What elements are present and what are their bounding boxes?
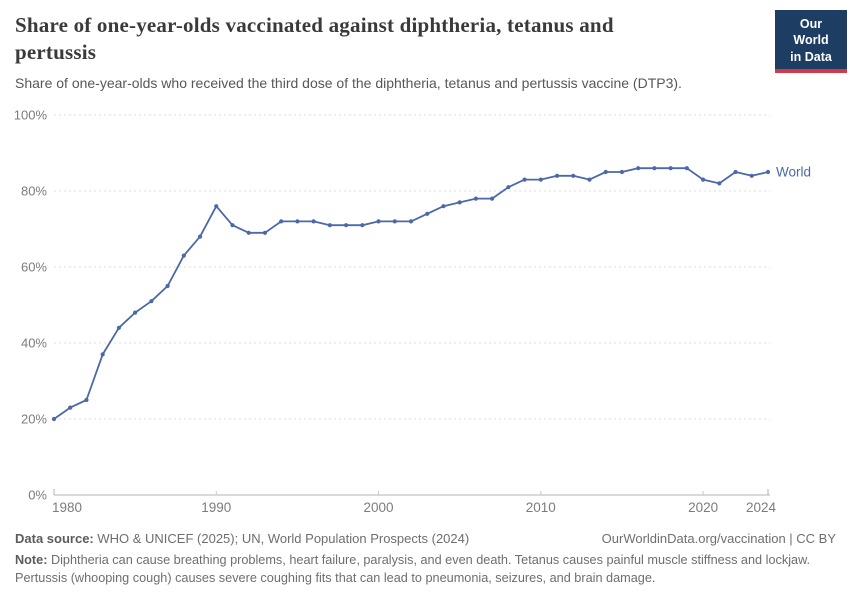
world-data-point	[749, 173, 754, 178]
world-data-point	[68, 405, 73, 410]
world-data-point	[116, 325, 122, 330]
x-axis-tick-label: 1980	[52, 500, 82, 515]
chart-title: Share of one-year-olds vaccinated agains…	[15, 13, 614, 65]
citation-link[interactable]: OurWorldinData.org/vaccination | CC BY	[601, 531, 836, 546]
world-data-point	[473, 196, 479, 201]
world-data-point	[100, 352, 105, 357]
world-data-point	[717, 181, 722, 186]
world-data-point	[636, 166, 641, 171]
world-data-point	[133, 310, 138, 315]
world-data-point	[214, 204, 219, 209]
data-source-line: Data source: WHO & UNICEF (2025); UN, Wo…	[15, 531, 469, 546]
world-data-point	[392, 219, 397, 224]
world-data-point	[376, 219, 381, 224]
owid-logo-line2: in Data	[790, 49, 832, 64]
world-data-point	[652, 166, 657, 171]
data-source-label: Data source:	[15, 531, 94, 546]
world-data-point	[295, 219, 300, 224]
world-data-point	[668, 166, 673, 171]
world-data-point	[587, 177, 592, 182]
owid-logo-line1: Our World	[793, 17, 829, 48]
world-data-point	[554, 173, 560, 178]
y-axis-tick-label: 80%	[21, 184, 47, 199]
world-data-point	[619, 169, 625, 175]
y-axis-tick-label: 100%	[14, 108, 48, 123]
world-data-point	[51, 416, 57, 422]
world-data-point	[603, 169, 608, 175]
world-data-point	[230, 223, 235, 228]
world-data-point	[149, 299, 154, 304]
world-series-line[interactable]	[53, 167, 769, 420]
world-data-point	[279, 219, 284, 224]
world-data-point	[181, 253, 186, 258]
world-data-point	[165, 283, 170, 289]
world-data-point	[343, 223, 349, 228]
chart-subtitle: Share of one-year-olds who received the …	[15, 75, 682, 91]
world-data-point	[425, 211, 430, 216]
world-data-point	[84, 397, 89, 403]
y-axis-tick-label: 20%	[21, 412, 47, 427]
world-data-point	[765, 169, 771, 175]
world-data-point	[700, 177, 706, 182]
world-data-point	[506, 185, 511, 190]
data-source-text: WHO & UNICEF (2025); UN, World Populatio…	[93, 531, 470, 546]
world-data-point	[571, 173, 576, 178]
world-data-point	[733, 169, 738, 175]
world-data-point	[360, 223, 365, 228]
y-axis-tick-label: 60%	[21, 260, 47, 275]
x-axis-tick-label: 2020	[688, 500, 718, 515]
world-data-point	[441, 204, 446, 209]
world-data-point	[538, 177, 543, 182]
x-axis-tick-label: 1990	[201, 500, 231, 515]
x-axis-tick-label: 2010	[526, 500, 556, 515]
y-axis-tick-label: 40%	[21, 336, 47, 351]
world-data-point	[684, 166, 689, 171]
world-data-point	[246, 230, 251, 235]
x-axis-tick-label: 2000	[364, 500, 394, 515]
world-data-point	[457, 200, 462, 205]
world-data-point	[197, 234, 203, 239]
owid-logo[interactable]: Our World in Data	[775, 10, 847, 73]
world-data-point	[311, 219, 316, 224]
note-label: Note:	[15, 553, 48, 567]
world-data-point	[327, 223, 332, 228]
world-data-point	[408, 219, 414, 224]
chart-note: Note: Diphtheria can cause breathing pro…	[15, 551, 836, 587]
x-axis-tick-label: 2024	[746, 500, 777, 515]
chart-footer: Data source: WHO & UNICEF (2025); UN, Wo…	[15, 531, 836, 587]
y-axis-tick-label: 0%	[28, 488, 47, 503]
world-data-point	[262, 230, 268, 235]
source-row: Data source: WHO & UNICEF (2025); UN, Wo…	[15, 531, 836, 546]
note-text: Diphtheria can cause breathing problems,…	[15, 553, 811, 586]
world-data-point	[490, 196, 495, 201]
series-label-world[interactable]: World	[776, 165, 811, 180]
world-data-point	[522, 177, 527, 182]
